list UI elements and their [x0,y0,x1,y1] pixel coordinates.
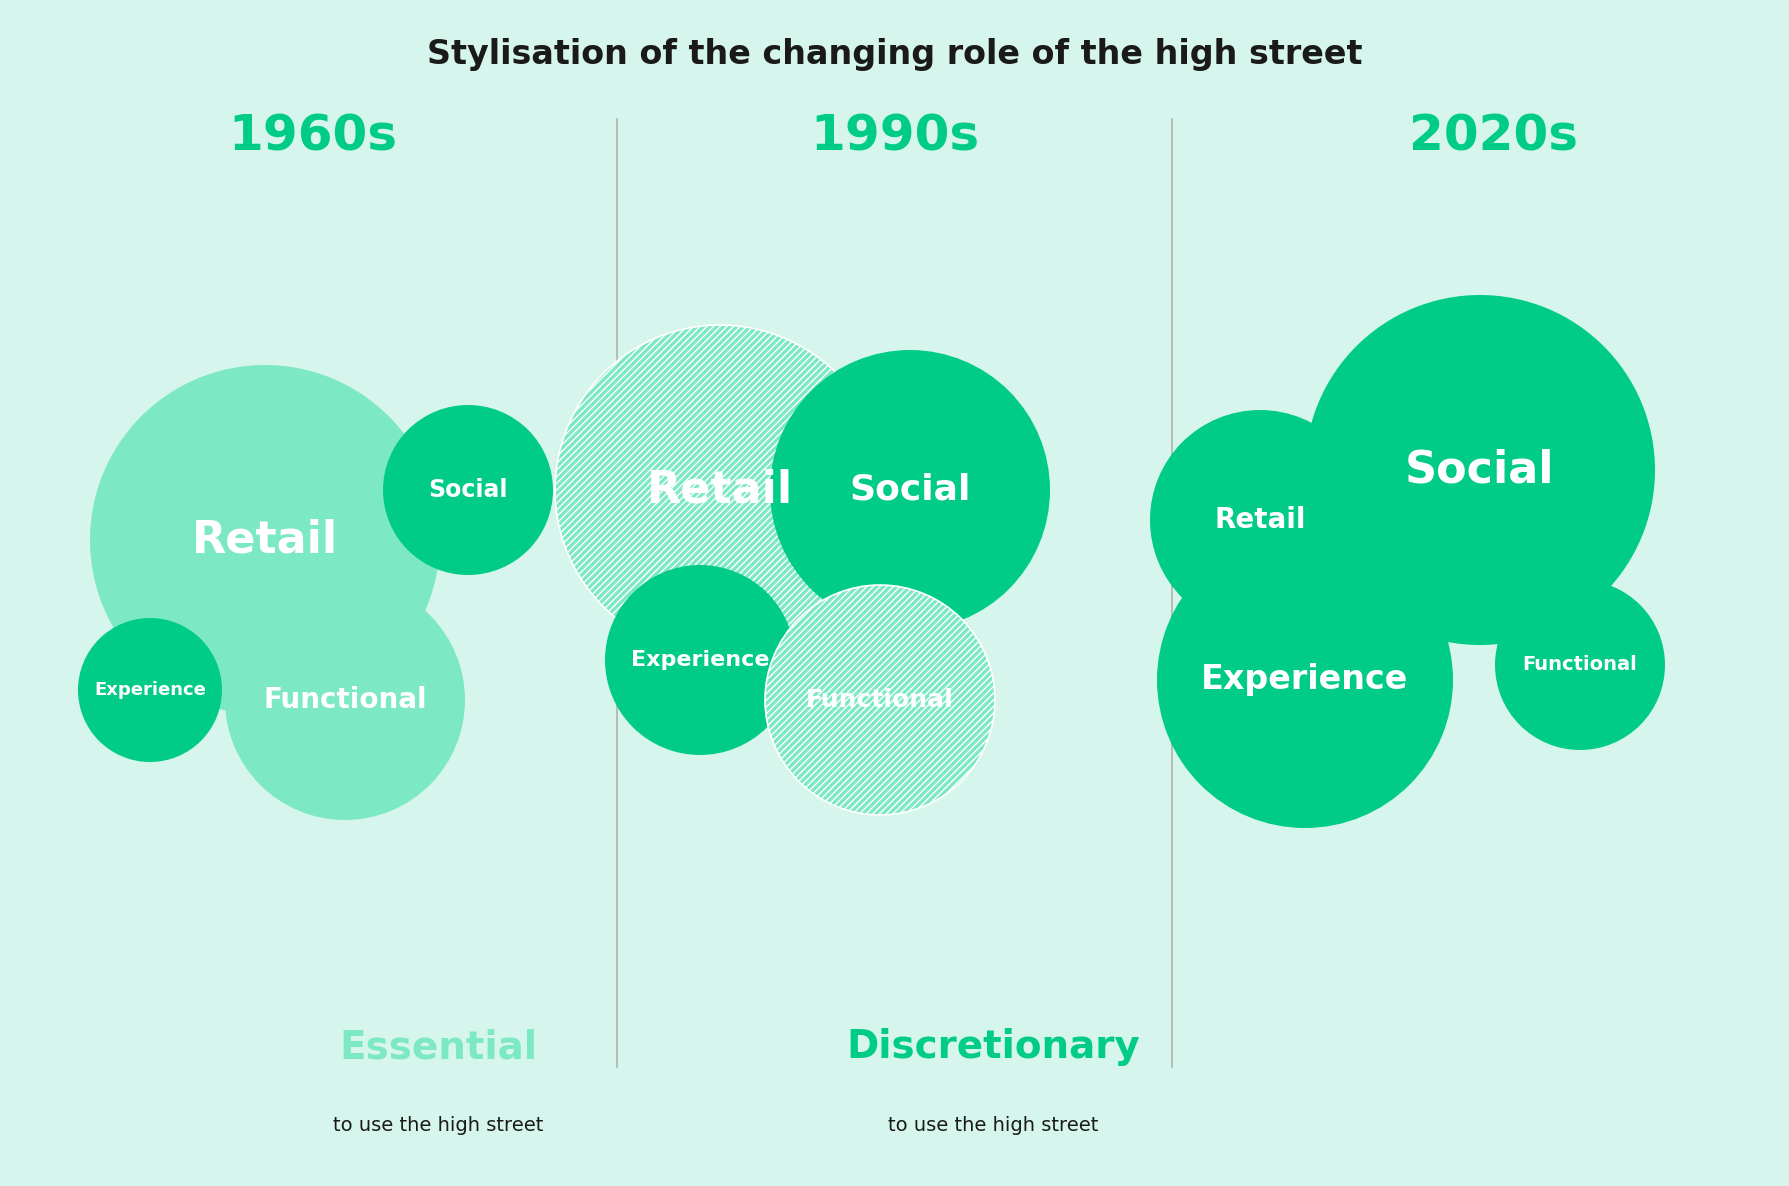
Text: to use the high street: to use the high street [333,1116,544,1135]
Text: Functional: Functional [1522,656,1637,675]
Circle shape [1304,295,1655,645]
Circle shape [225,580,465,820]
Text: Essential: Essential [340,1028,537,1066]
Text: Functional: Functional [263,686,428,714]
Text: Discretionary: Discretionary [846,1028,1140,1066]
Text: Social: Social [1404,448,1555,491]
Text: 1990s: 1990s [810,113,979,160]
Text: 2020s: 2020s [1410,113,1578,160]
Text: Retail: Retail [191,518,338,561]
Circle shape [1157,533,1453,828]
Text: Experience: Experience [1200,663,1408,696]
Text: Experience: Experience [632,650,769,670]
Circle shape [605,565,794,755]
Text: Functional: Functional [807,688,954,712]
Circle shape [769,350,1050,630]
Text: 1960s: 1960s [229,113,397,160]
Circle shape [766,585,995,815]
Circle shape [1150,410,1370,630]
Circle shape [1496,580,1666,750]
Text: to use the high street: to use the high street [887,1116,1098,1135]
Text: Social: Social [428,478,508,502]
Text: Social: Social [850,473,971,506]
Text: Retail: Retail [1215,506,1306,534]
Circle shape [79,618,222,761]
Text: Retail: Retail [648,468,793,511]
Circle shape [383,404,553,575]
Circle shape [555,325,886,655]
Circle shape [89,365,440,715]
Text: Experience: Experience [95,681,206,699]
Text: Stylisation of the changing role of the high street: Stylisation of the changing role of the … [428,38,1361,71]
